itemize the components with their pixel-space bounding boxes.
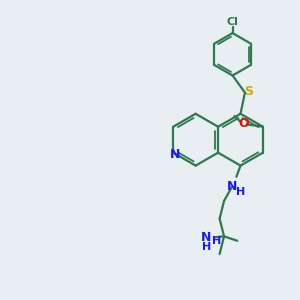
Text: H: H bbox=[212, 236, 222, 246]
Text: H: H bbox=[236, 187, 246, 196]
Text: Cl: Cl bbox=[226, 17, 238, 27]
Text: N: N bbox=[201, 231, 212, 244]
Text: N: N bbox=[226, 180, 237, 193]
Text: N: N bbox=[170, 148, 181, 160]
Text: O: O bbox=[238, 117, 248, 130]
Text: H: H bbox=[202, 242, 211, 252]
Text: S: S bbox=[244, 85, 253, 98]
